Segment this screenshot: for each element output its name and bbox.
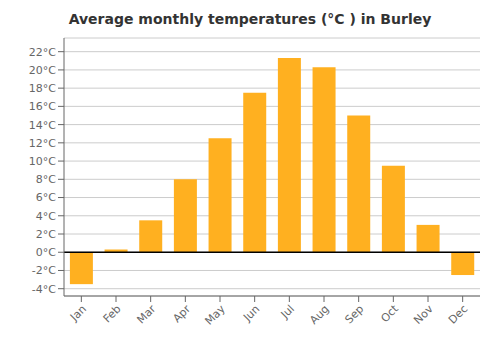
- svg-text:8°C: 8°C: [36, 173, 56, 186]
- svg-text:16°C: 16°C: [29, 100, 56, 113]
- svg-text:0°C: 0°C: [36, 246, 56, 259]
- svg-text:10°C: 10°C: [29, 155, 56, 168]
- svg-text:14°C: 14°C: [29, 119, 56, 132]
- svg-text:Oct: Oct: [378, 302, 401, 325]
- svg-text:12°C: 12°C: [29, 137, 56, 150]
- svg-text:2°C: 2°C: [36, 228, 56, 241]
- svg-text:May: May: [202, 302, 228, 328]
- svg-text:18°C: 18°C: [29, 82, 56, 95]
- svg-text:Apr: Apr: [170, 302, 193, 325]
- html-text:Average monthly temperatures (: Average monthly temperatures (°C ) in Bu…: [68, 11, 432, 27]
- svg-text:20°C: 20°C: [29, 64, 56, 77]
- svg-text:-2°C: -2°C: [32, 264, 56, 277]
- svg-text:Jan: Jan: [67, 302, 89, 324]
- svg-text:Feb: Feb: [101, 302, 124, 325]
- svg-text:6°C: 6°C: [36, 191, 56, 204]
- svg-text:-4°C: -4°C: [32, 283, 56, 296]
- svg-text:Dec: Dec: [446, 302, 470, 326]
- svg-text:Mar: Mar: [134, 302, 158, 326]
- svg-text:Sep: Sep: [342, 302, 366, 326]
- svg-text:4°C: 4°C: [36, 210, 56, 223]
- svg-text:22°C: 22°C: [29, 46, 56, 59]
- svg-text:Jun: Jun: [240, 302, 262, 324]
- svg-text:Aug: Aug: [307, 302, 331, 326]
- svg-text:Jul: Jul: [278, 302, 297, 321]
- svg-text:Nov: Nov: [411, 302, 436, 327]
